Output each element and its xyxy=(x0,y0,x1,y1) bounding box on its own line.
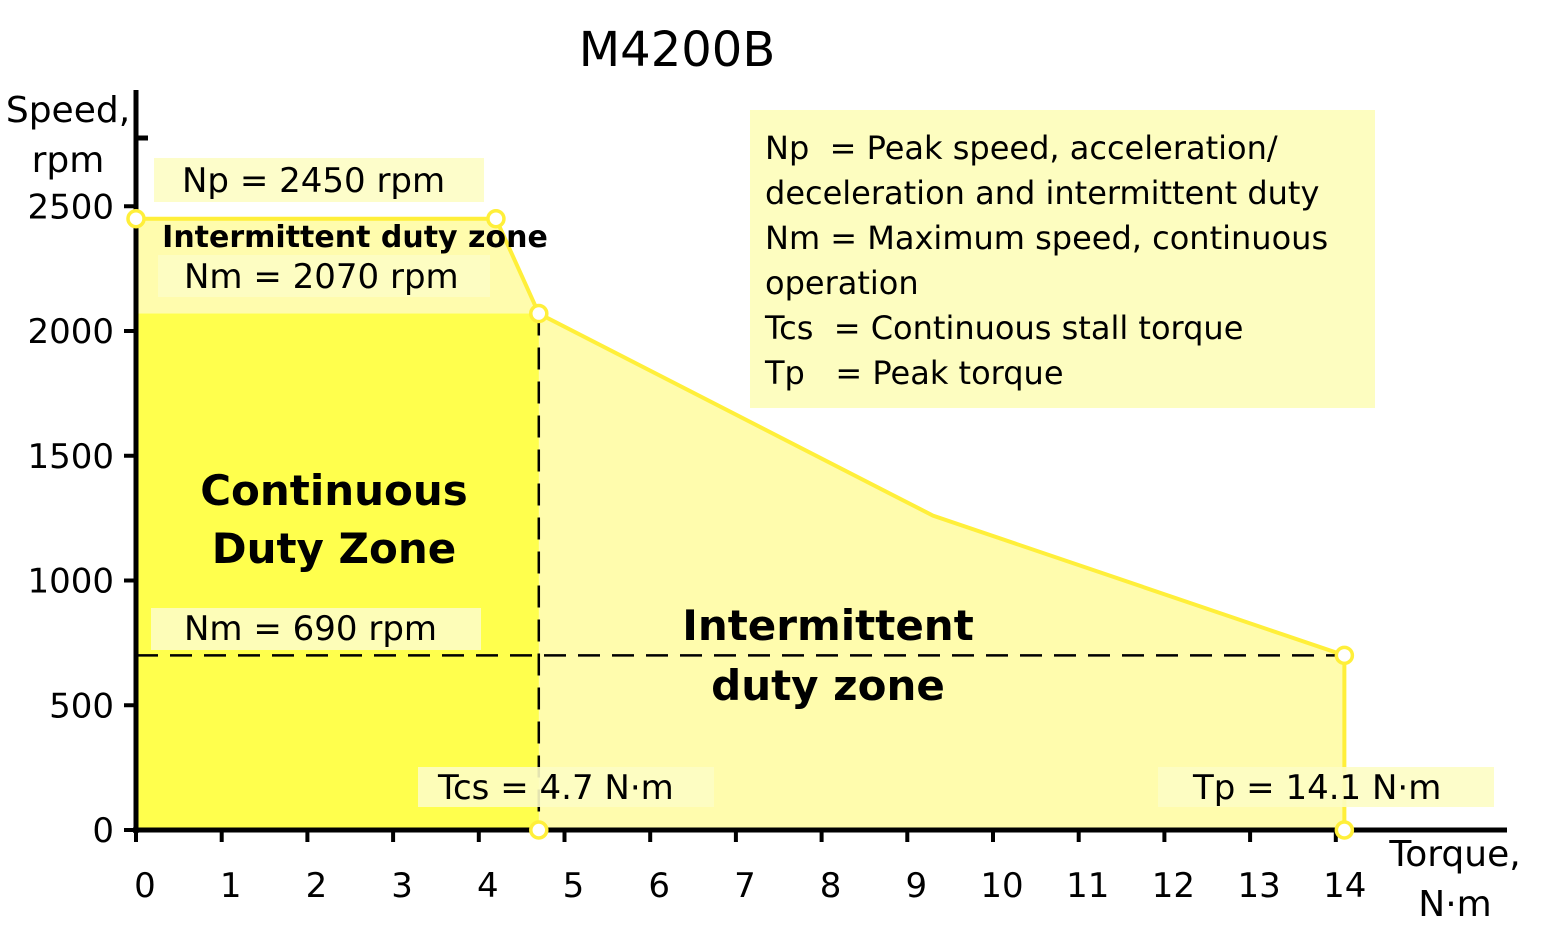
continuous-zone-label-line2: Duty Zone xyxy=(212,524,457,573)
intermittent-zone-label-line1: Intermittent xyxy=(682,601,974,650)
x-tick-label: 6 xyxy=(648,866,670,906)
y-tick-label: 500 xyxy=(49,686,114,726)
y-tick-label: 1000 xyxy=(27,562,114,602)
x-axis-label-line1: Torque, xyxy=(1388,834,1520,875)
y-axis-label-line1: Speed, xyxy=(6,90,130,131)
x-tick-label: 13 xyxy=(1237,866,1280,906)
x-tick-label: 1 xyxy=(220,866,242,906)
x-tick-label: 7 xyxy=(734,866,756,906)
legend-line: Tp = Peak torque xyxy=(764,354,1064,392)
reference-lines xyxy=(136,313,1345,830)
x-axis-label-line2: N·m xyxy=(1418,884,1491,925)
annotation-tp: Tp = 14.1 N·m xyxy=(1192,768,1441,808)
annotation-np: Np = 2450 rpm xyxy=(182,161,445,201)
x-tick-label: 3 xyxy=(391,866,413,906)
legend-line: deceleration and intermittent duty xyxy=(765,174,1319,212)
annotation-box-nm_low xyxy=(151,608,481,650)
x-tick-label: 2 xyxy=(306,866,328,906)
annotation-box-tp xyxy=(1158,767,1494,807)
intermittent-boundary-line xyxy=(136,216,1347,830)
markers xyxy=(126,208,1355,840)
x-tick-label: 11 xyxy=(1066,866,1109,906)
x-tick-label: 10 xyxy=(980,866,1023,906)
x-tick-label: 12 xyxy=(1152,866,1195,906)
corner-point-marker xyxy=(1334,645,1355,666)
y-tick-label: 2000 xyxy=(27,312,114,352)
legend-line: operation xyxy=(765,264,919,302)
legend-line: Np = Peak speed, acceleration/ xyxy=(765,129,1278,167)
x-tick-label: 8 xyxy=(820,866,842,906)
y-tick-label: 0 xyxy=(92,811,114,851)
annotation-box-nm_high xyxy=(158,255,490,297)
zone-fills xyxy=(136,216,1347,831)
x-tick-label: 5 xyxy=(563,866,585,906)
corner-point-marker xyxy=(529,820,549,840)
continuous-zone-label-line1: Continuous xyxy=(200,466,468,515)
legend-line: Nm = Maximum speed, continuous xyxy=(765,219,1328,257)
annotation-box-np xyxy=(154,158,484,202)
x-tick-label: 4 xyxy=(477,866,499,906)
corner-point-marker xyxy=(529,303,549,324)
x-tick-label: 0 xyxy=(134,866,156,906)
annotation-box-tcs xyxy=(418,767,714,807)
x-tick-label: 9 xyxy=(905,866,927,906)
legend-box xyxy=(750,110,1375,408)
y-tick-label: 2500 xyxy=(27,187,114,227)
legend-line: Tcs = Continuous stall torque xyxy=(764,309,1243,347)
annotation-tcs: Tcs = 4.7 N·m xyxy=(437,768,674,808)
corner-point-marker xyxy=(1334,820,1355,840)
intermittent-top-label: Intermittent duty zone xyxy=(162,220,548,255)
annotation-nm_high: Nm = 2070 rpm xyxy=(184,257,459,297)
y-tick-label: 1500 xyxy=(27,437,114,477)
chart-title: M4200B xyxy=(579,22,776,78)
intermittent-zone-label-line2: duty zone xyxy=(711,661,945,710)
y-axis-label-line2: rpm xyxy=(32,140,105,181)
labels: M4200B Speed, rpm Torque, N·m Np = 2450 rpm Nm… xyxy=(6,22,1521,925)
annotation-nm_low: Nm = 690 rpm xyxy=(184,609,437,649)
corner-point-marker xyxy=(486,208,506,229)
x-tick-label: 14 xyxy=(1323,866,1366,906)
corner-point-marker xyxy=(126,208,146,229)
continuous-zone-area xyxy=(136,313,539,830)
